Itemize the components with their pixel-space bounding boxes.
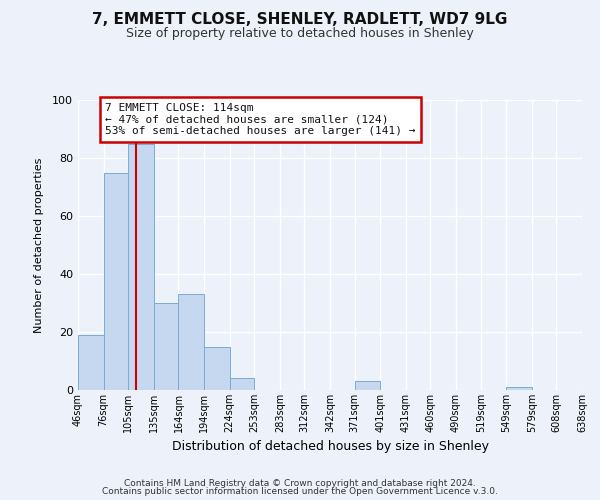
Bar	[154, 303, 178, 390]
Bar	[506, 387, 532, 390]
X-axis label: Distribution of detached houses by size in Shenley: Distribution of detached houses by size …	[172, 440, 488, 454]
Bar	[230, 378, 254, 390]
Bar	[128, 144, 154, 390]
Bar	[104, 172, 128, 390]
Bar	[178, 294, 204, 390]
Text: Size of property relative to detached houses in Shenley: Size of property relative to detached ho…	[126, 28, 474, 40]
Y-axis label: Number of detached properties: Number of detached properties	[34, 158, 44, 332]
Text: Contains public sector information licensed under the Open Government Licence v.: Contains public sector information licen…	[102, 488, 498, 496]
Bar	[204, 346, 230, 390]
Text: 7 EMMETT CLOSE: 114sqm
← 47% of detached houses are smaller (124)
53% of semi-de: 7 EMMETT CLOSE: 114sqm ← 47% of detached…	[105, 103, 416, 136]
Text: Contains HM Land Registry data © Crown copyright and database right 2024.: Contains HM Land Registry data © Crown c…	[124, 478, 476, 488]
Bar	[78, 335, 104, 390]
Bar	[355, 382, 380, 390]
Text: 7, EMMETT CLOSE, SHENLEY, RADLETT, WD7 9LG: 7, EMMETT CLOSE, SHENLEY, RADLETT, WD7 9…	[92, 12, 508, 28]
